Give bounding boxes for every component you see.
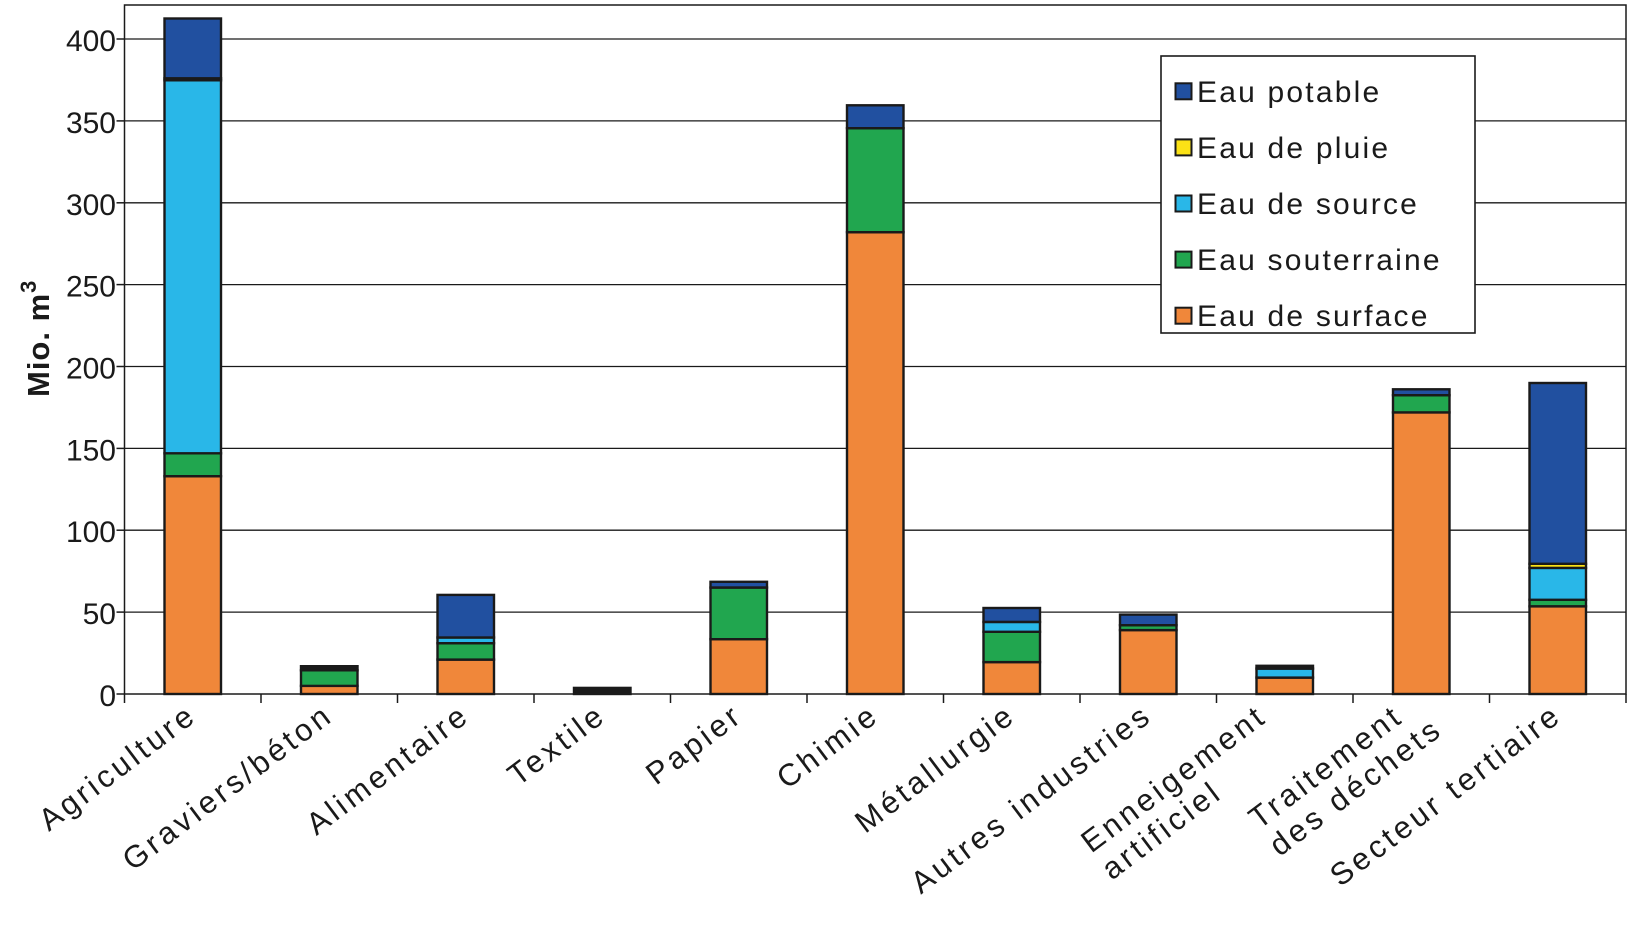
svg-text:100: 100: [66, 516, 116, 549]
svg-text:Mio. m3: Mio. m3: [16, 280, 56, 397]
svg-text:150: 150: [66, 434, 116, 467]
svg-text:Eau de source: Eau de source: [1197, 188, 1419, 221]
svg-text:Eau potable: Eau potable: [1197, 76, 1381, 109]
svg-text:Eau de surface: Eau de surface: [1197, 300, 1430, 333]
svg-text:250: 250: [66, 271, 116, 304]
svg-text:200: 200: [66, 353, 116, 386]
svg-text:400: 400: [66, 25, 116, 58]
svg-text:Eau souterraine: Eau souterraine: [1197, 244, 1442, 277]
svg-text:350: 350: [66, 107, 116, 140]
svg-text:Eau de pluie: Eau de pluie: [1197, 132, 1390, 165]
svg-text:0: 0: [99, 680, 116, 713]
svg-text:50: 50: [83, 598, 116, 631]
svg-text:300: 300: [66, 189, 116, 222]
